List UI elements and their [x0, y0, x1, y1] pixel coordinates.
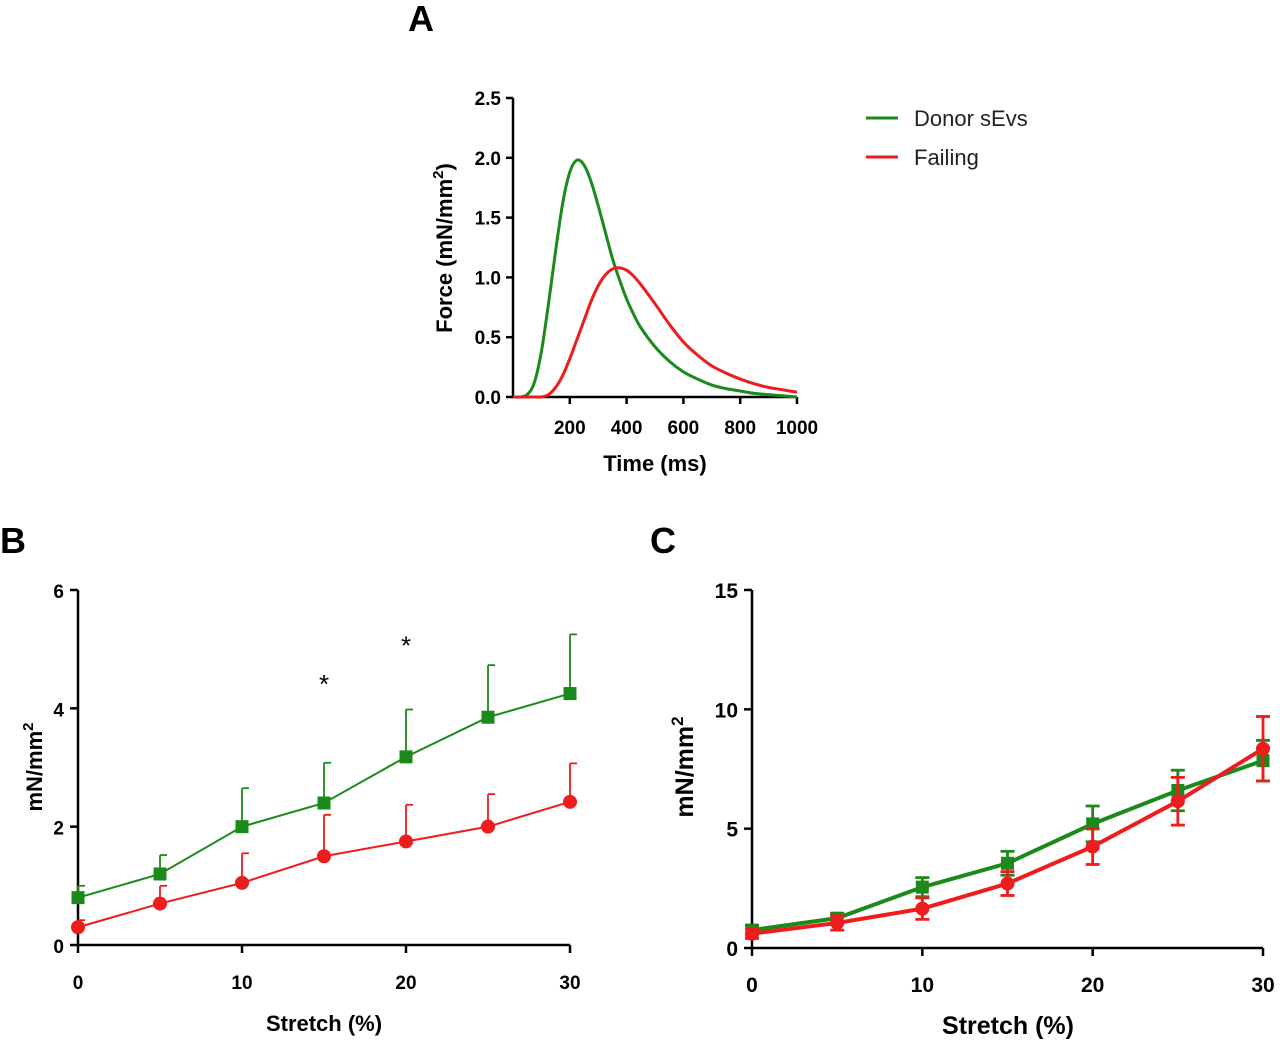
panel-c-x-tick-label: 30 — [1251, 974, 1274, 997]
panel-b-y-ticks: 0 2 4 6 — [53, 582, 78, 958]
panel-a-x-tick-label: 1000 — [776, 418, 818, 439]
panel-c-y-tick-label: 0 — [726, 938, 738, 961]
series-line-donor — [512, 158, 798, 399]
panel-a-y-ticks: 0.0 0.5 1.0 1.5 2.0 2.5 — [475, 89, 513, 409]
panel-c-x-label: Stretch (%) — [942, 1012, 1074, 1040]
data-point-donor — [153, 867, 167, 881]
panel-a-y-tick-label: 1.0 — [475, 268, 501, 289]
data-point-failing — [481, 819, 495, 834]
significance-marker: * — [401, 630, 411, 660]
panel-b-annotations: ** — [319, 630, 411, 698]
data-point-donor — [71, 891, 85, 905]
panel-b-x-tick-label: 30 — [559, 973, 580, 994]
panel-b-x-tick-label: 10 — [231, 973, 252, 994]
panel-a-x-tick-label: 400 — [611, 418, 643, 439]
data-point-failing — [830, 915, 845, 930]
panel-c-x-tick-label: 10 — [911, 974, 934, 997]
panel-b-y-tick-label: 4 — [53, 700, 64, 721]
panel-letter-b: B — [0, 520, 26, 561]
panel-a-y-tick-label: 0.5 — [475, 328, 502, 349]
panel-c-y-tick-label: 10 — [715, 699, 738, 722]
panel-b-series — [71, 633, 577, 935]
panel-a-y-label: Force (mN/mm2) — [430, 163, 457, 333]
panel-c-y-tick-label: 15 — [715, 580, 739, 603]
data-point-donor — [481, 710, 495, 724]
data-point-failing — [317, 849, 331, 864]
data-point-donor — [563, 687, 577, 701]
panel-c-y-label: mN/mm2 — [668, 716, 699, 817]
data-point-failing — [1170, 794, 1185, 809]
data-point-failing — [71, 920, 85, 935]
panel-letter-c: C — [650, 520, 676, 561]
legend-donor-label: Donor sEvs — [914, 106, 1028, 131]
data-point-failing — [1256, 741, 1270, 756]
panel-a-y-tick-label: 1.5 — [475, 209, 502, 230]
panel-c-series — [745, 715, 1270, 941]
legend-failing-label: Failing — [914, 145, 979, 170]
data-point-failing — [745, 926, 759, 941]
data-point-failing — [1000, 876, 1015, 891]
panel-a-series — [512, 158, 798, 399]
data-point-donor — [1086, 817, 1100, 831]
data-point-donor — [317, 796, 331, 810]
panel-c-y-tick-label: 5 — [726, 819, 738, 842]
panel-a-x-tick-label: 200 — [554, 418, 586, 439]
data-point-donor — [235, 820, 249, 834]
data-point-donor — [915, 880, 929, 894]
series-line-failing — [513, 266, 798, 399]
panel-a-x-ticks: 200 400 600 800 1000 — [554, 397, 818, 439]
panel-b-x-tick-label: 20 — [395, 973, 416, 994]
panel-a-y-tick-label: 0.0 — [475, 388, 501, 409]
panel-c-x-tick-label: 20 — [1081, 974, 1104, 997]
significance-marker: * — [319, 669, 329, 699]
chart-panel-a: 0.0 0.5 1.0 1.5 2.0 2.5 200 400 600 800 1000 Time… — [430, 89, 818, 476]
data-point-donor — [399, 750, 413, 764]
panel-b-y-label: mN/mm2 — [20, 722, 47, 811]
panel-b-y-tick-label: 2 — [53, 819, 64, 840]
panel-b-y-tick-label: 0 — [53, 937, 64, 958]
series-line-donor — [751, 758, 1264, 933]
panel-letter-a: A — [408, 0, 434, 39]
panel-b-x-label: Stretch (%) — [266, 1011, 382, 1036]
data-point-failing — [235, 875, 249, 890]
data-point-failing — [1085, 839, 1100, 854]
panel-b-y-tick-label: 6 — [53, 582, 64, 603]
legend: Donor sEvs Failing — [866, 106, 1028, 170]
series-line-failing — [751, 747, 1265, 936]
panel-a-y-tick-label: 2.5 — [475, 89, 502, 110]
panel-b-x-tick-label: 0 — [73, 973, 84, 994]
data-point-failing — [915, 901, 930, 916]
data-point-failing — [399, 834, 413, 849]
panel-a-y-tick-label: 2.0 — [475, 149, 501, 170]
data-point-donor — [1001, 856, 1014, 870]
data-point-failing — [153, 896, 167, 911]
panel-c-x-ticks: 0 10 20 30 — [746, 948, 1275, 997]
panel-c-x-tick-label: 0 — [746, 974, 758, 997]
chart-panel-c: 0 5 10 15 0 10 20 30 Stretch (%) mN/mm2 — [668, 580, 1275, 1040]
panel-a-x-label: Time (ms) — [603, 451, 707, 476]
data-point-failing — [563, 794, 577, 809]
panel-c-y-ticks: 0 5 10 15 — [715, 580, 752, 961]
panel-a-x-tick-label: 600 — [668, 418, 700, 439]
panel-a-x-tick-label: 800 — [724, 418, 756, 439]
panel-b-x-ticks: 0 10 20 30 — [73, 945, 581, 994]
